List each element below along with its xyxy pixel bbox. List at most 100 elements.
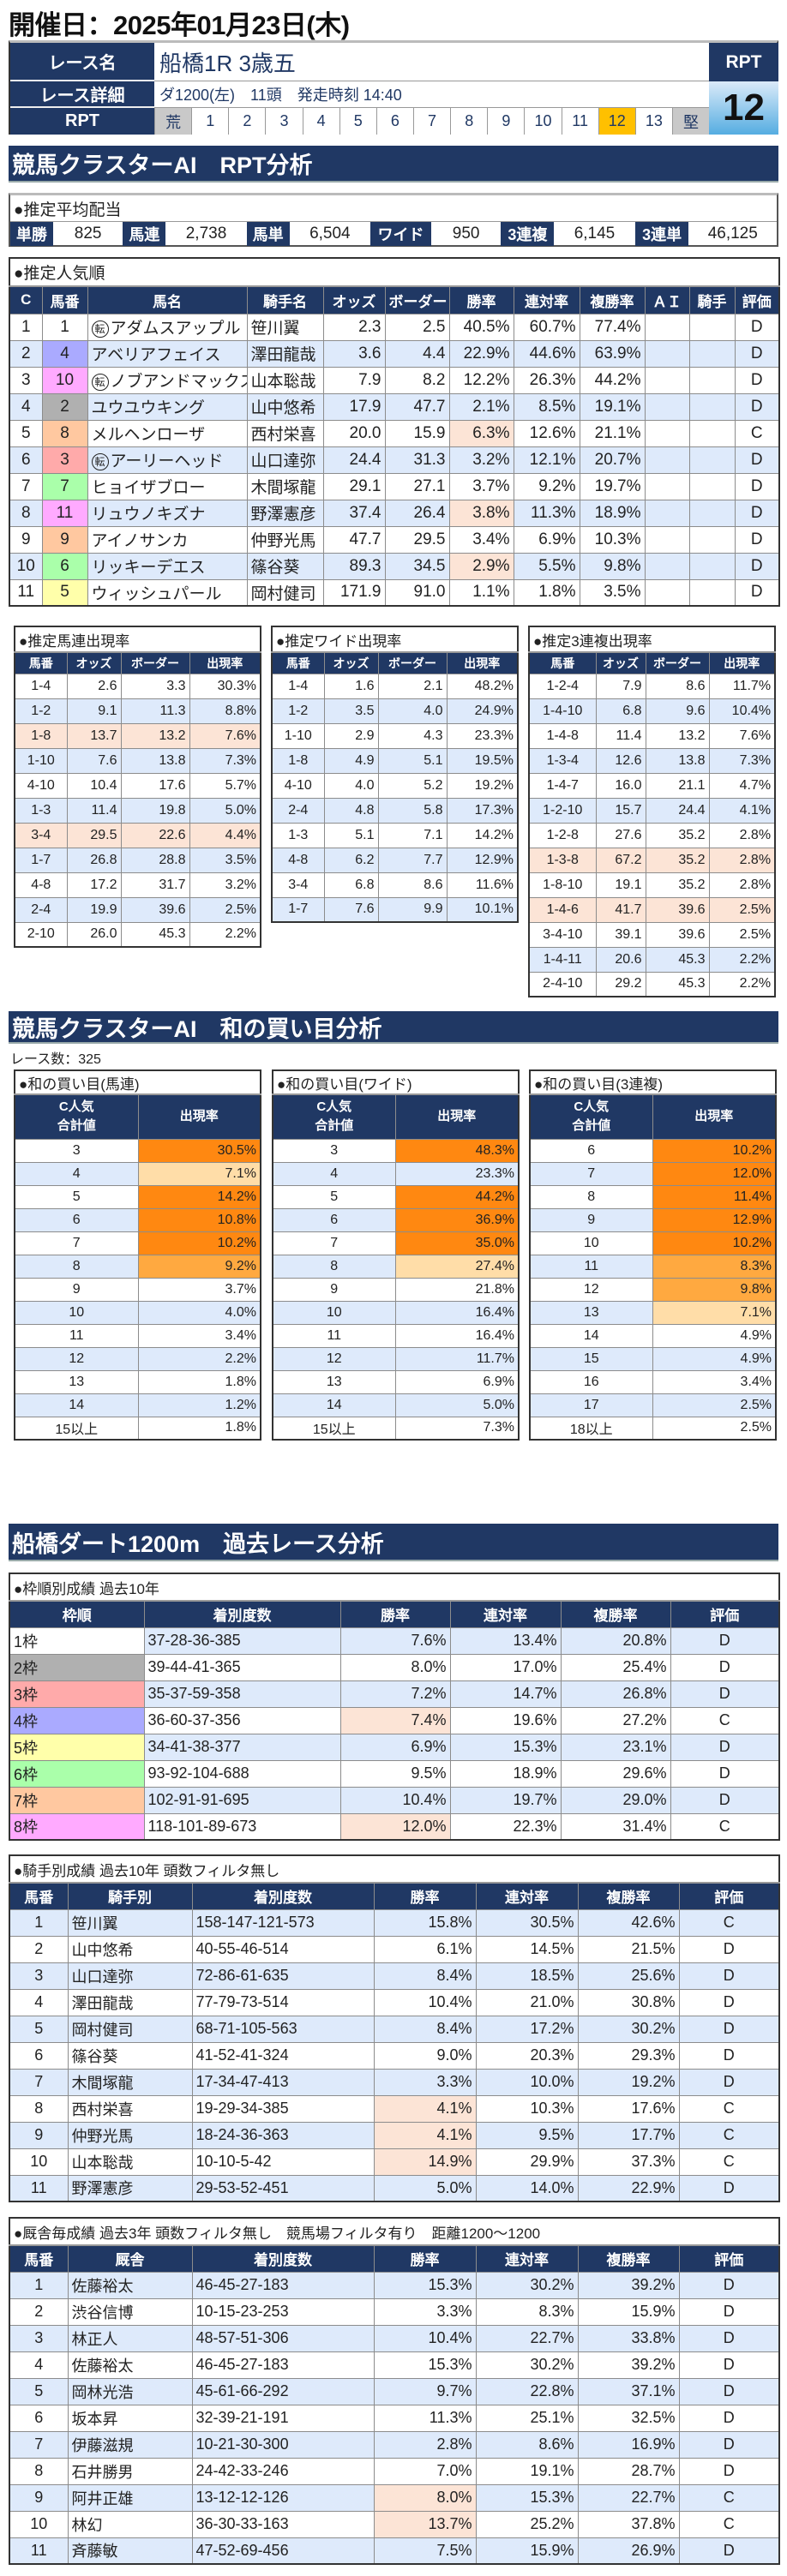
- table-row: 1-2-4 7.9 8.6 11.7%: [528, 673, 776, 699]
- table-cell: 佐藤裕太: [67, 2351, 193, 2379]
- table-cell: 39.6: [645, 896, 710, 923]
- table-cell: C: [678, 2121, 780, 2149]
- table-cell: D: [678, 2430, 780, 2459]
- column-header: C: [9, 285, 43, 315]
- table-cell: 10.8%: [137, 1207, 261, 1232]
- table-cell: 1-3: [14, 797, 68, 824]
- table-cell: 2: [9, 1935, 69, 1963]
- table-row: 11 16.4%: [272, 1323, 520, 1348]
- table-header-row: 馬番 厩舎 着別度数 勝率 連対率 複勝率 評価: [9, 2244, 780, 2273]
- table-cell: 山口達弥: [67, 1962, 193, 1990]
- table-cell: 2.9%: [448, 552, 514, 580]
- column-header: ボーダー: [384, 285, 450, 315]
- table-cell: 3.2%: [189, 872, 261, 898]
- table-cell: 6.8: [595, 698, 646, 724]
- table-row: 1-10 2.9 4.3 23.3%: [271, 722, 519, 749]
- table-title: ●厩舎毎成績 過去3年 頭数フィルタ無し 競馬場フィルタ有り 距離1200～12…: [9, 2217, 780, 2246]
- table-row: 11 野澤憲彦 29-53-52-451 5.0% 14.0% 22.9% D: [9, 2174, 780, 2202]
- table-cell: 5.0%: [189, 797, 261, 824]
- table-cell: 2: [9, 339, 43, 368]
- table-header-row: 枠順 着別度数 勝率 連対率 複勝率 評価: [9, 1600, 780, 1628]
- table-cell: 8.6: [377, 872, 448, 898]
- table-cell: 21.1%: [579, 419, 646, 447]
- table-cell: 11.4: [66, 797, 122, 824]
- frame-color-cell: 1枠: [9, 1626, 145, 1655]
- frame-color-cell: 7枠: [9, 1786, 145, 1814]
- table-cell: 7.2%: [339, 1680, 451, 1708]
- table-row: 4-10 4.0 5.2 19.2%: [271, 772, 519, 799]
- table-cell: D: [734, 339, 780, 368]
- table-cell: [644, 499, 690, 527]
- table-cell: 35.2: [645, 822, 710, 848]
- transfer-mark-icon: 転: [91, 320, 109, 338]
- column-header: 出現率: [189, 651, 261, 674]
- payout-value: 6,145: [574, 225, 616, 243]
- table-cell: 20.6: [595, 946, 646, 973]
- table-cell: 11.6%: [446, 872, 519, 898]
- table-cell: 10: [272, 1300, 396, 1325]
- table-cell: 25.4%: [560, 1653, 671, 1681]
- table-header-row: C人気 合計値 出現率: [529, 1093, 777, 1140]
- table-cell: 17: [529, 1393, 653, 1417]
- table-cell: 7.9: [322, 366, 386, 394]
- payout-value: 950: [452, 225, 480, 243]
- table-cell: 35.2: [645, 872, 710, 898]
- table-row: 2 渋谷信博 10-15-23-253 3.3% 8.3% 15.9% D: [9, 2297, 780, 2326]
- table-cell: 8.6%: [475, 2430, 579, 2459]
- table-title-row: ●厩舎毎成績 過去3年 頭数フィルタ無し 競馬場フィルタ有り 距離1200～12…: [9, 2217, 780, 2246]
- table-cell: D: [678, 2271, 780, 2299]
- table-row: 9 仲野光馬 18-24-36-363 4.1% 9.5% 17.7% C: [9, 2121, 780, 2149]
- table-cell: 47.7: [384, 392, 450, 421]
- table-row: 7 10.2%: [14, 1231, 261, 1255]
- table-title-row: ●和の買い目(3連複): [529, 1069, 777, 1095]
- table-cell: 3: [272, 1138, 396, 1163]
- table-cell: 17.9: [322, 392, 386, 421]
- horse-name: ウィッシュパール: [91, 584, 222, 603]
- payout-label: ワイド: [370, 222, 431, 246]
- table-row: 7 木間塚龍 17-34-47-413 3.3% 10.0% 19.2% D: [9, 2068, 780, 2096]
- table-cell: 48.3%: [394, 1138, 520, 1163]
- table-row: 15以上 1.8%: [14, 1416, 261, 1441]
- table-cell: 14.2%: [137, 1184, 261, 1209]
- table-row: 3-4 6.8 8.6 11.6%: [271, 872, 519, 898]
- table-cell: 44.2%: [579, 366, 646, 394]
- table-row: 15以上 7.3%: [272, 1416, 520, 1441]
- column-header: 出現率: [394, 1093, 520, 1140]
- table-row: 7枠 102-91-91-695 10.4% 19.7% 29.0% D: [9, 1786, 780, 1814]
- table-row: 4-10 10.4 17.6 5.7%: [14, 772, 261, 799]
- table-row: 6 3 転アーリーヘッド 山口達弥 24.4 31.3 3.2% 12.1% 20.7% D: [9, 446, 780, 474]
- rpt-scale-cell: 1: [191, 108, 229, 135]
- table-cell: 7.1%: [137, 1161, 261, 1186]
- table-cell: 15.3%: [449, 1733, 562, 1761]
- race-detail-label: レース詳細: [10, 81, 154, 108]
- table-cell: 19.6%: [449, 1706, 562, 1734]
- table-cell: 72-86-61-635: [191, 1962, 375, 1990]
- table-row: 4 23.3%: [272, 1161, 520, 1186]
- table-cell: 7.0%: [373, 2457, 477, 2485]
- table-cell: 13.4%: [449, 1626, 562, 1655]
- table-cell: D: [678, 2297, 780, 2326]
- table-cell: 11: [9, 2174, 69, 2202]
- table-cell: 18-24-36-363: [191, 2121, 375, 2149]
- table-cell: 34-41-38-377: [143, 1733, 341, 1761]
- table-row: 8 西村栄喜 19-29-34-385 4.1% 10.3% 17.6% C: [9, 2094, 780, 2123]
- table-cell: 17-34-47-413: [191, 2068, 375, 2096]
- table-row: 1-2 3.5 4.0 24.9%: [271, 698, 519, 724]
- table-row: 12 2.2%: [14, 1346, 261, 1371]
- section-header-track: 船橋ダート1200m 過去レース分析: [9, 1524, 778, 1561]
- table-cell: 13.7%: [373, 2510, 477, 2538]
- table-cell: 19.1%: [579, 392, 646, 421]
- table-cell: [644, 472, 690, 500]
- table-cell: [688, 525, 736, 554]
- table-cell: 3.3%: [373, 2297, 477, 2326]
- table-cell: 13.2: [645, 722, 710, 749]
- table-cell: 19.8: [120, 797, 190, 824]
- table-cell: D: [678, 1962, 780, 1990]
- table-cell: 8: [9, 2094, 69, 2123]
- table-cell: 笹川翼: [67, 1908, 193, 1937]
- table-cell: 9: [9, 2121, 69, 2149]
- table-cell: 斉藤敏: [67, 2537, 193, 2565]
- table-cell: 4.3: [377, 722, 448, 749]
- table-row: 7 35.0%: [272, 1231, 520, 1255]
- table-cell: 1-4-11: [528, 946, 597, 973]
